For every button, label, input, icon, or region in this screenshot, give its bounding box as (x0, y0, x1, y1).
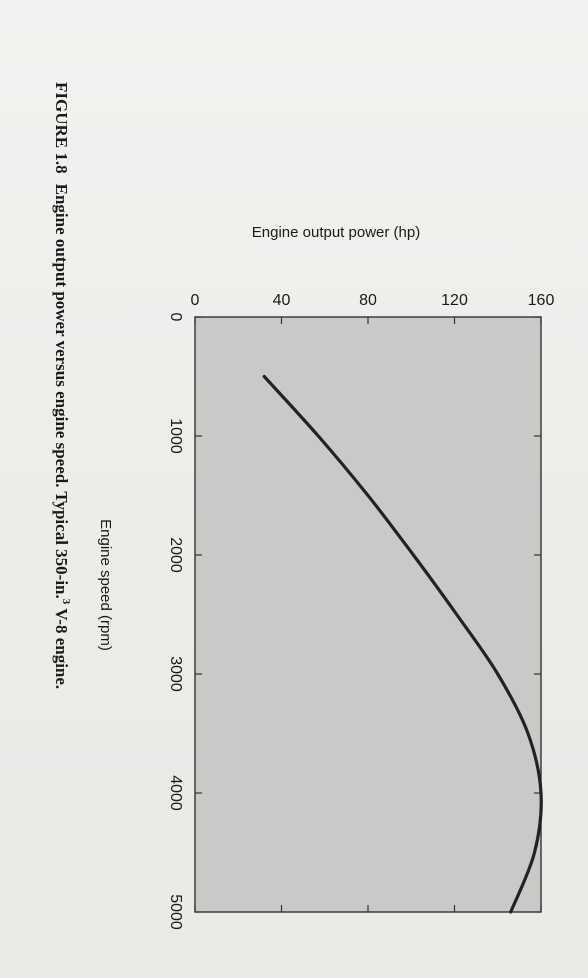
data-point-500 (263, 375, 266, 378)
axis-ticks (194, 316, 542, 913)
y-axis-label: Engine output power (hp) (252, 224, 420, 241)
x-tick-label: 2000 (167, 537, 184, 573)
data-point-2500 (455, 613, 458, 616)
figure-number: FIGURE 1.8 (52, 82, 71, 174)
caption-superscript: 3 (60, 599, 72, 605)
power-curve-line (262, 374, 543, 914)
caption-text-end: V-8 engine. (52, 608, 71, 689)
caption-text: Engine output power versus engine speed.… (52, 184, 71, 599)
data-point-3500 (527, 732, 530, 735)
figure-caption: FIGURE 1.8 Engine output power versus eng… (52, 82, 72, 689)
axis-tick-labels: 0 1000 2000 3000 4000 5000 0 40 80 120 160 (167, 292, 554, 930)
data-point-2000 (412, 554, 415, 557)
y-tick-label: 40 (273, 292, 291, 309)
x-tick-label: 3000 (167, 656, 184, 692)
x-tick-label: 0 (167, 313, 184, 322)
plot-area (194, 316, 542, 913)
data-point-1500 (367, 494, 370, 497)
x-tick-label: 1000 (167, 418, 184, 454)
data-point-1000 (317, 435, 320, 438)
x-tick-label: 4000 (167, 775, 184, 811)
data-point-3000 (496, 673, 499, 676)
data-point-4500 (533, 851, 536, 854)
data-point-4000 (540, 792, 543, 795)
data-point-5000 (509, 911, 512, 914)
y-tick-label: 80 (359, 292, 377, 309)
x-tick-label: 5000 (167, 894, 184, 930)
x-axis-label: Engine speed (rpm) (97, 519, 114, 651)
y-tick-label: 0 (191, 292, 200, 309)
y-tick-label: 160 (528, 292, 555, 309)
y-tick-label: 120 (441, 292, 468, 309)
